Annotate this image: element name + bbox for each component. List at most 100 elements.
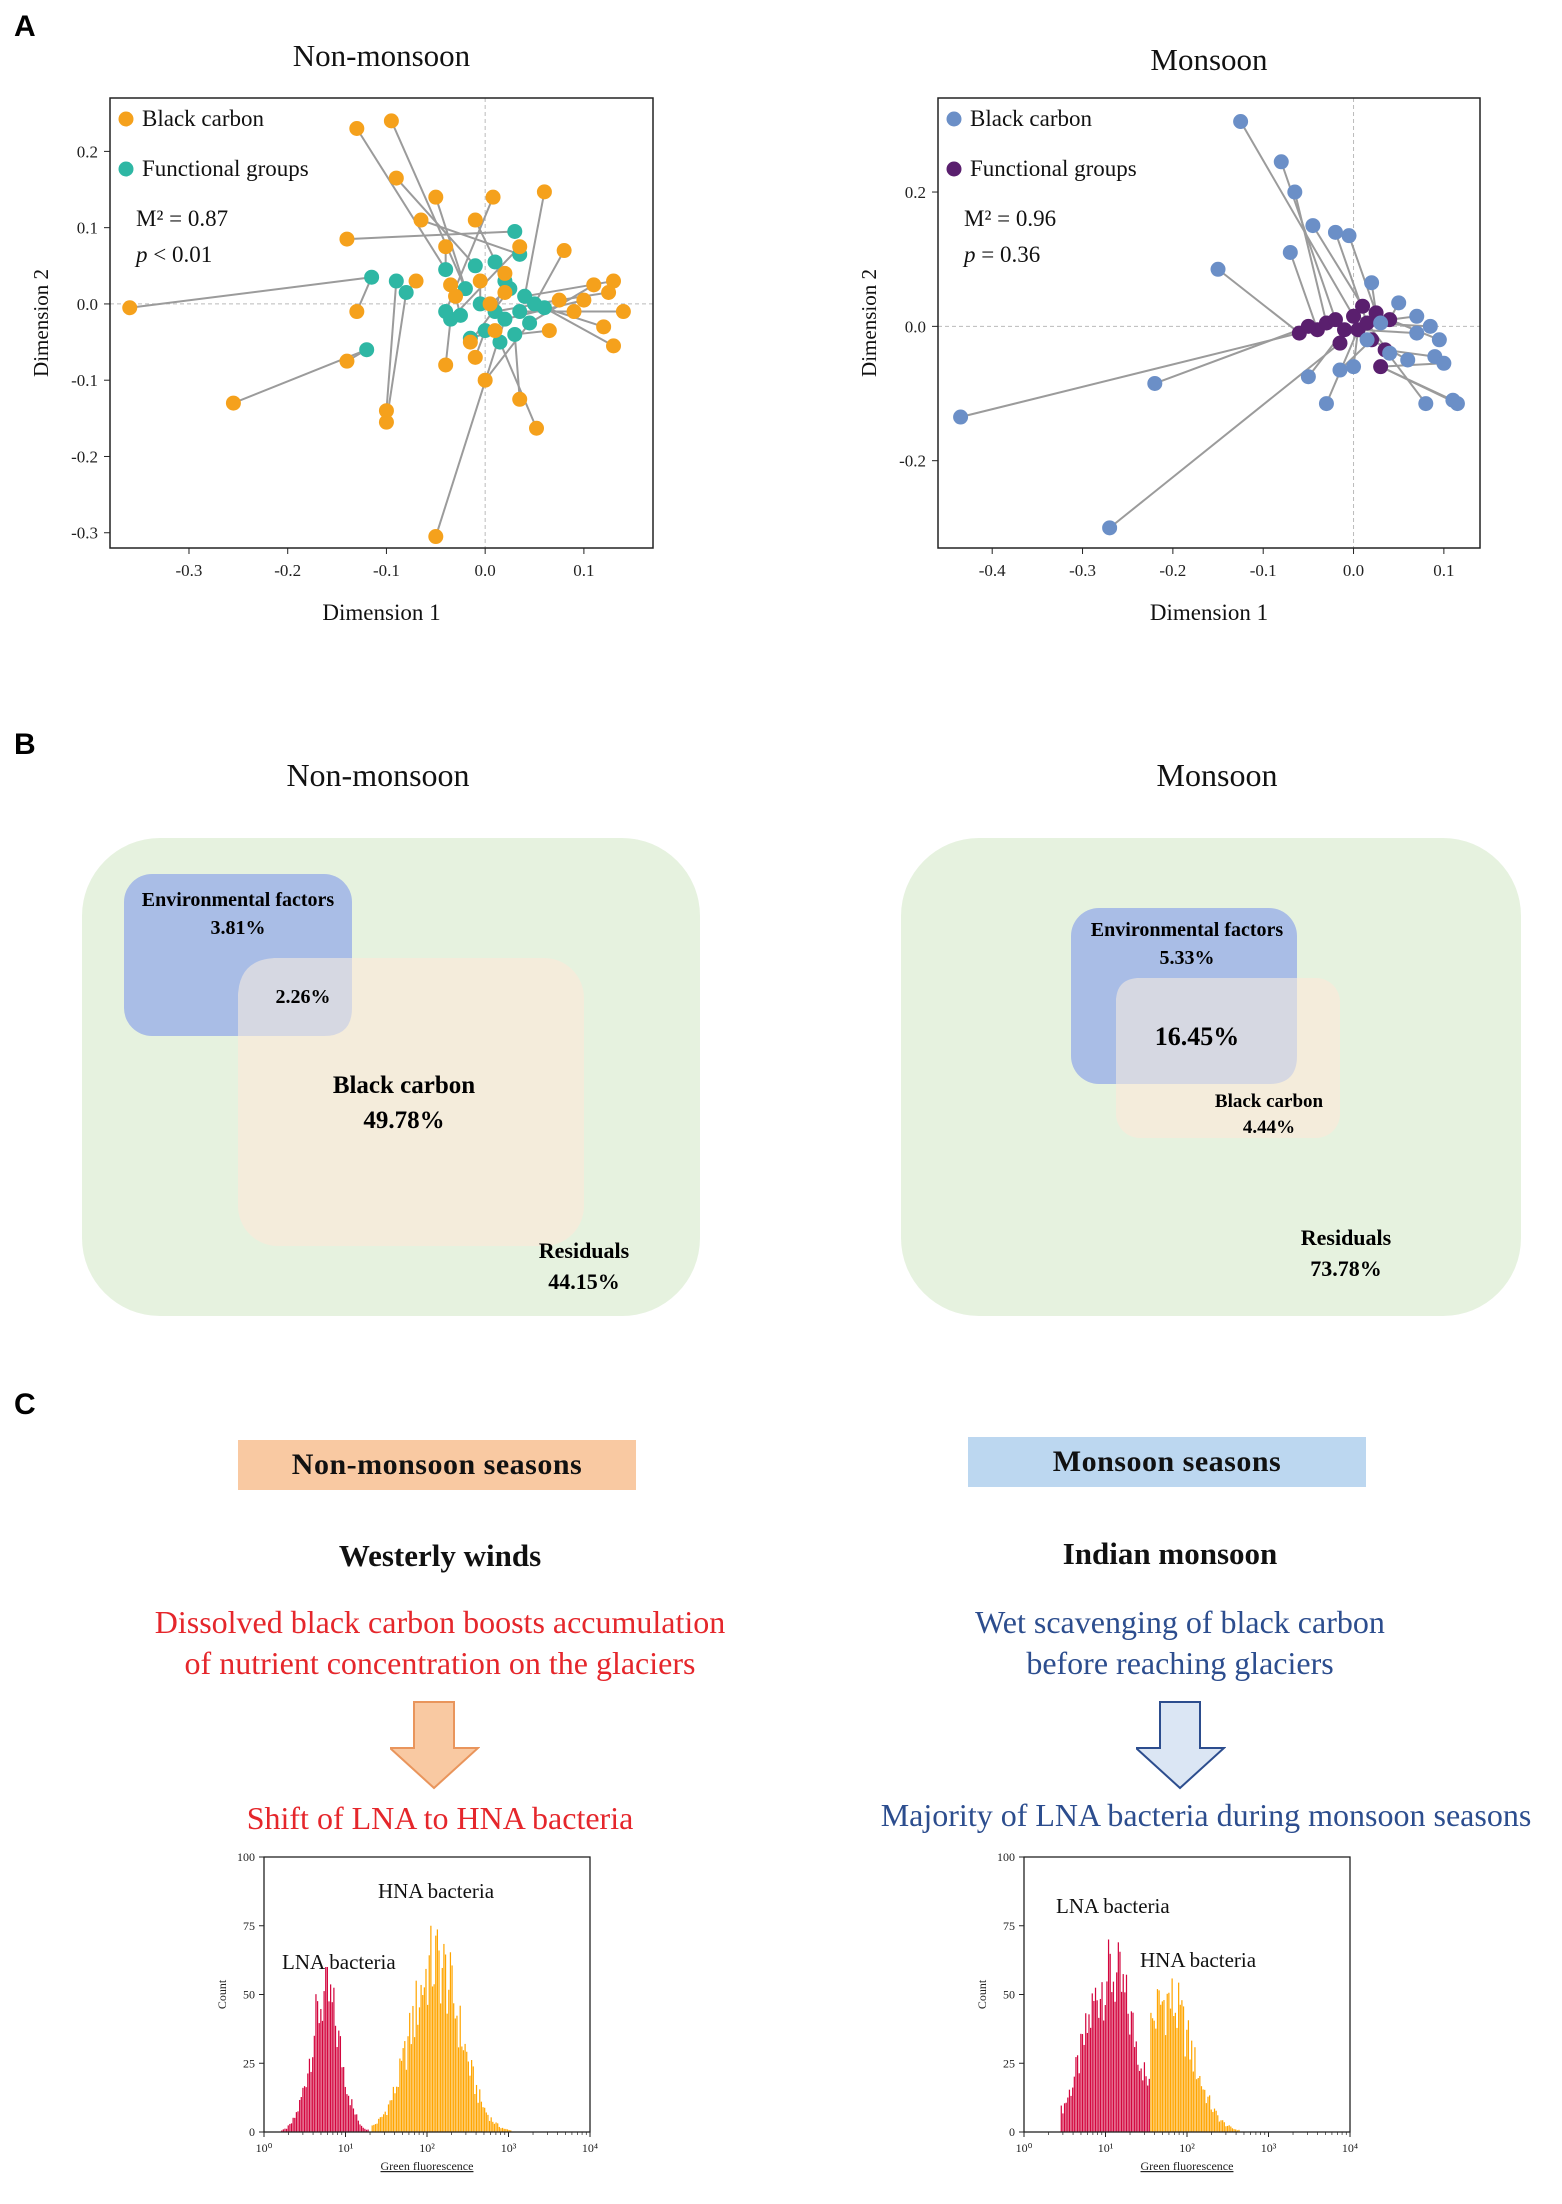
link-line [385, 280, 398, 411]
x-axis-label: Dimension 1 [1150, 600, 1268, 625]
non-monsoon-mechanism-text: Dissolved black carbon boosts accumulati… [100, 1602, 780, 1684]
black-carbon-point [1273, 154, 1289, 170]
hna-bar [417, 2024, 419, 2132]
hna-bar [454, 2018, 456, 2132]
black-carbon-point [388, 170, 404, 186]
legend-marker [118, 111, 134, 127]
x-tick-label: -0.2 [274, 561, 301, 580]
link-line [1289, 252, 1319, 331]
functional-group-point [1346, 308, 1362, 324]
black-carbon-point [462, 334, 478, 350]
functional-group-point [452, 307, 468, 323]
black-carbon-point [438, 239, 454, 255]
hna-bar [427, 2004, 429, 2132]
black-carbon-point [467, 212, 483, 228]
lna-bar [305, 2087, 307, 2132]
hna-bar [374, 2124, 377, 2132]
lna-bar [290, 2123, 293, 2132]
link-line [129, 276, 372, 309]
lna-bar [289, 2123, 291, 2132]
hna-bar [1197, 2078, 1199, 2132]
plot-frame [937, 97, 1481, 549]
hna-bar [1195, 2079, 1198, 2132]
black-carbon-point [1409, 308, 1425, 324]
environmental-label: Environmental factors [1091, 919, 1284, 941]
lna-bar [326, 1967, 328, 2132]
functional-group-point [364, 269, 380, 285]
hna-bar [1202, 2089, 1204, 2132]
black-carbon-value: 49.78% [363, 1107, 444, 1134]
black-carbon-point [529, 420, 545, 436]
lna-bar [1103, 2020, 1105, 2132]
black-carbon-point [1422, 318, 1438, 334]
functional-group-point [467, 258, 483, 274]
lna-bar [1098, 2017, 1100, 2132]
panel-label-c: C [14, 1388, 36, 1421]
lna-bar [1114, 2001, 1116, 2132]
hna-bar [469, 2075, 471, 2132]
lna-bar [339, 2036, 342, 2132]
procrustes-nonmonsoon-plot: Non-monsoon -0.3 -0.2 -0.1 0.0 0.1 0.2 0.1 0.0 -0… [29, 38, 654, 625]
panel-label-a: A [14, 10, 36, 43]
hna-bar [479, 2089, 481, 2132]
black-carbon-points [953, 114, 1465, 536]
lna-bar [364, 2128, 366, 2132]
hna-bar [500, 2128, 502, 2132]
black-carbon-point [586, 277, 602, 293]
hna-bar [407, 2036, 409, 2132]
hna-bar [453, 2003, 455, 2132]
hna-bar [1176, 2027, 1178, 2132]
lna-bar [295, 2112, 298, 2132]
hna-bar [1220, 2120, 1222, 2132]
x-tick-label: -0.3 [176, 561, 203, 580]
hna-bar [1182, 2006, 1185, 2132]
black-carbon-point [512, 239, 528, 255]
lna-bar [365, 2129, 368, 2132]
x-tick-label: 10⁰ [256, 2141, 273, 2155]
black-carbon-point [428, 189, 444, 205]
lna-bar [312, 2057, 314, 2132]
venn-title: Monsoon [1157, 757, 1278, 793]
lna-bar [1075, 2057, 1077, 2132]
mechanism-line-1: Dissolved black carbon boosts accumulati… [154, 1604, 726, 1640]
lna-bar [1090, 2027, 1092, 2132]
residuals-label: Residuals [539, 1238, 630, 1263]
lna-bar [1073, 2076, 1075, 2132]
link-line [434, 318, 506, 537]
lna-to-hna-shift-text: Shift of LNA to HNA bacteria [246, 1800, 634, 1836]
hna-bar [378, 2118, 380, 2132]
hna-bar [1184, 2056, 1186, 2132]
down-arrow-icon [1136, 1701, 1226, 1790]
lna-bar [330, 1984, 332, 2132]
lna-bar [1125, 1974, 1128, 2132]
lna-bar [1143, 2062, 1146, 2132]
lna-bar [316, 2001, 319, 2132]
hna-bar [508, 2129, 510, 2132]
black-carbon-point [413, 212, 429, 228]
hna-bar [1163, 2000, 1165, 2132]
p-value: p = 0.36 [962, 242, 1040, 267]
functional-group-point [1332, 335, 1348, 351]
black-carbon-point [1400, 352, 1416, 368]
hna-bar [404, 2041, 406, 2132]
black-carbon-label: Black carbon [1215, 1091, 1324, 1112]
hna-bar [448, 1989, 450, 2132]
hna-bar [376, 2123, 378, 2132]
link-line [543, 306, 614, 347]
lna-bar [1148, 2078, 1150, 2132]
lna-bar [1063, 2103, 1066, 2132]
lna-bar [1096, 2000, 1098, 2132]
black-carbon-point [1210, 261, 1226, 277]
link-line [385, 292, 408, 423]
lna-bar [359, 2124, 361, 2132]
black-carbon-point [1341, 228, 1357, 244]
functional-group-point [438, 304, 454, 320]
lna-bar [1145, 2076, 1147, 2132]
lna-bar [349, 2105, 351, 2132]
hna-bar [373, 2124, 375, 2132]
lna-bar [1132, 2012, 1134, 2132]
y-tick-label: 25 [243, 2056, 255, 2070]
black-carbon-point [383, 113, 399, 129]
hna-bar [480, 2101, 483, 2132]
hna-bar [1215, 2110, 1217, 2132]
